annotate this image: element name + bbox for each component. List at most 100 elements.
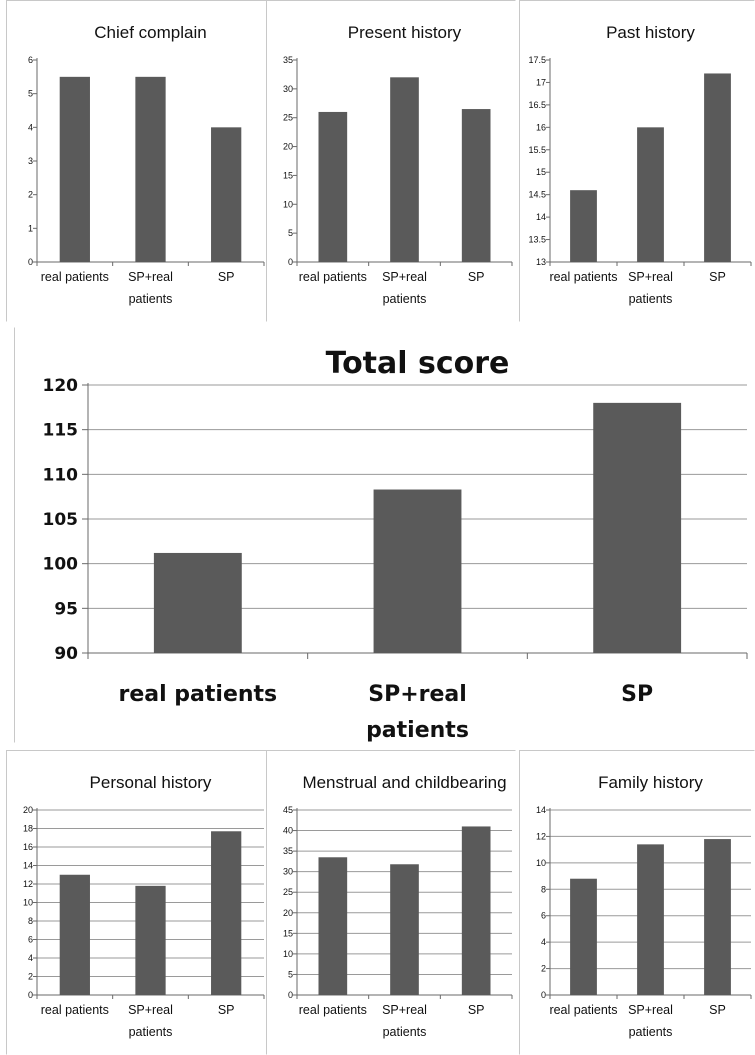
y-tick-label: 25 (283, 113, 293, 123)
y-tick-label: 20 (283, 142, 293, 152)
y-tick-label: 5 (288, 969, 293, 979)
y-tick-label: 30 (283, 867, 293, 877)
chart-svg: Menstrual and childbearing 0 5 10 15 20 25 30 35… (266, 750, 516, 1055)
bar (593, 402, 682, 653)
x-category-label: SP (621, 682, 653, 707)
bar (211, 127, 242, 262)
panel-border (266, 750, 516, 1055)
bar (59, 76, 90, 262)
y-tick-label: 100 (43, 555, 79, 575)
bar (135, 76, 166, 262)
x-category-label: SP+real patients (128, 270, 173, 306)
total-score-chart: Total score 90 95 100 105 110 115 120 real patie… (14, 327, 755, 743)
x-category-label: SP (218, 1003, 235, 1017)
x-category-label: real patients (41, 270, 109, 284)
chart-svg: Present history 0 5 10 15 20 25 30 35 real patien… (266, 0, 516, 322)
y-tick-label: 0 (28, 990, 33, 1000)
y-tick-label: 120 (43, 376, 79, 396)
y-tick-label: 35 (283, 55, 293, 65)
bar (390, 864, 419, 995)
y-tick-label: 30 (283, 84, 293, 94)
bar (211, 831, 242, 995)
y-tick-label: 14 (536, 805, 546, 815)
y-tick-label: 4 (541, 937, 546, 947)
y-tick-label: 2 (28, 972, 33, 982)
y-tick-label: 15 (283, 170, 293, 180)
bar (318, 857, 348, 995)
chart-title: Present history (348, 23, 462, 42)
menstrual-childbearing-chart: Menstrual and childbearing 0 5 10 15 20 25 30 35… (266, 750, 516, 1055)
personal-history-chart: Personal history 0 2 4 6 8 10 12 14 16 18 20 real pa… (6, 750, 268, 1055)
y-tick-label: 13 (536, 257, 546, 267)
y-tick-label: 95 (54, 599, 78, 619)
y-tick-label: 16 (23, 842, 33, 852)
y-tick-label: 12 (536, 831, 546, 841)
chart-svg: Family history 0 2 4 6 8 10 12 14 real patients SP… (519, 750, 755, 1055)
y-tick-label: 20 (23, 805, 33, 815)
chart-title: Total score (326, 346, 510, 381)
chart-title: Personal history (90, 773, 212, 792)
bar (570, 190, 597, 262)
y-tick-label: 5 (288, 228, 293, 238)
y-tick-label: 4 (28, 953, 33, 963)
y-tick-label: 90 (54, 644, 78, 664)
chart-title: Menstrual and childbearing (302, 773, 506, 792)
y-tick-label: 3 (28, 156, 33, 166)
x-category-label: real patients (549, 1003, 617, 1017)
bar (153, 552, 242, 653)
y-tick-label: 14.5 (528, 190, 546, 200)
y-tick-label: 45 (283, 805, 293, 815)
y-tick-label: 15 (536, 167, 546, 177)
panel-border (266, 0, 516, 322)
y-tick-label: 10 (283, 949, 293, 959)
panel-border (6, 750, 268, 1055)
x-category-label: SP+real patients (628, 270, 673, 306)
y-tick-label: 10 (536, 858, 546, 868)
y-tick-label: 10 (23, 898, 33, 908)
x-category-label: SP+real patients (382, 1003, 427, 1039)
x-category-label: SP+real patients (628, 1003, 673, 1039)
y-tick-label: 8 (541, 884, 546, 894)
y-tick-label: 20 (283, 908, 293, 918)
y-tick-label: 25 (283, 887, 293, 897)
x-category-label: real patients (299, 270, 367, 284)
y-tick-label: 12 (23, 879, 33, 889)
y-tick-label: 14 (536, 212, 546, 222)
family-history-chart: Family history 0 2 4 6 8 10 12 14 real patients SP… (519, 750, 755, 1055)
past-history-chart: Past history 13 13.5 14 14.5 15 15.5 16 16.5 17 17… (519, 0, 755, 322)
y-tick-label: 110 (43, 465, 79, 485)
x-category-label: SP (709, 1003, 726, 1017)
bar (461, 109, 491, 262)
y-tick-label: 2 (541, 964, 546, 974)
y-tick-label: 16.5 (528, 100, 546, 110)
y-tick-label: 0 (541, 990, 546, 1000)
y-tick-label: 5 (28, 89, 33, 99)
x-category-label: SP+real patients (128, 1003, 173, 1039)
y-tick-label: 6 (28, 55, 33, 65)
y-tick-label: 0 (28, 257, 33, 267)
chart-svg: Chief complain 0 1 2 3 4 5 6 real patients SP+rea… (6, 0, 268, 322)
chief-complain-chart: Chief complain 0 1 2 3 4 5 6 real patients SP+rea… (6, 0, 268, 322)
bar (461, 826, 491, 995)
panel-border (519, 0, 755, 322)
y-tick-label: 0 (288, 990, 293, 1000)
x-category-label: real patients (118, 682, 277, 707)
y-tick-label: 10 (283, 199, 293, 209)
y-tick-label: 115 (43, 421, 79, 441)
y-tick-label: 17.5 (528, 55, 546, 65)
bar (318, 111, 348, 262)
x-category-label: SP+real patients (382, 270, 427, 306)
bar (373, 489, 462, 653)
y-tick-label: 15 (283, 928, 293, 938)
y-tick-label: 6 (28, 935, 33, 945)
chart-svg: Personal history 0 2 4 6 8 10 12 14 16 18 20 real pa… (6, 750, 268, 1055)
y-tick-label: 0 (288, 257, 293, 267)
panel-border (6, 0, 268, 322)
y-tick-label: 14 (23, 861, 33, 871)
y-tick-label: 15.5 (528, 145, 546, 155)
y-tick-label: 35 (283, 846, 293, 856)
bar (390, 77, 419, 262)
x-category-label: SP (218, 270, 235, 284)
y-tick-label: 2 (28, 190, 33, 200)
y-tick-label: 1 (28, 223, 33, 233)
